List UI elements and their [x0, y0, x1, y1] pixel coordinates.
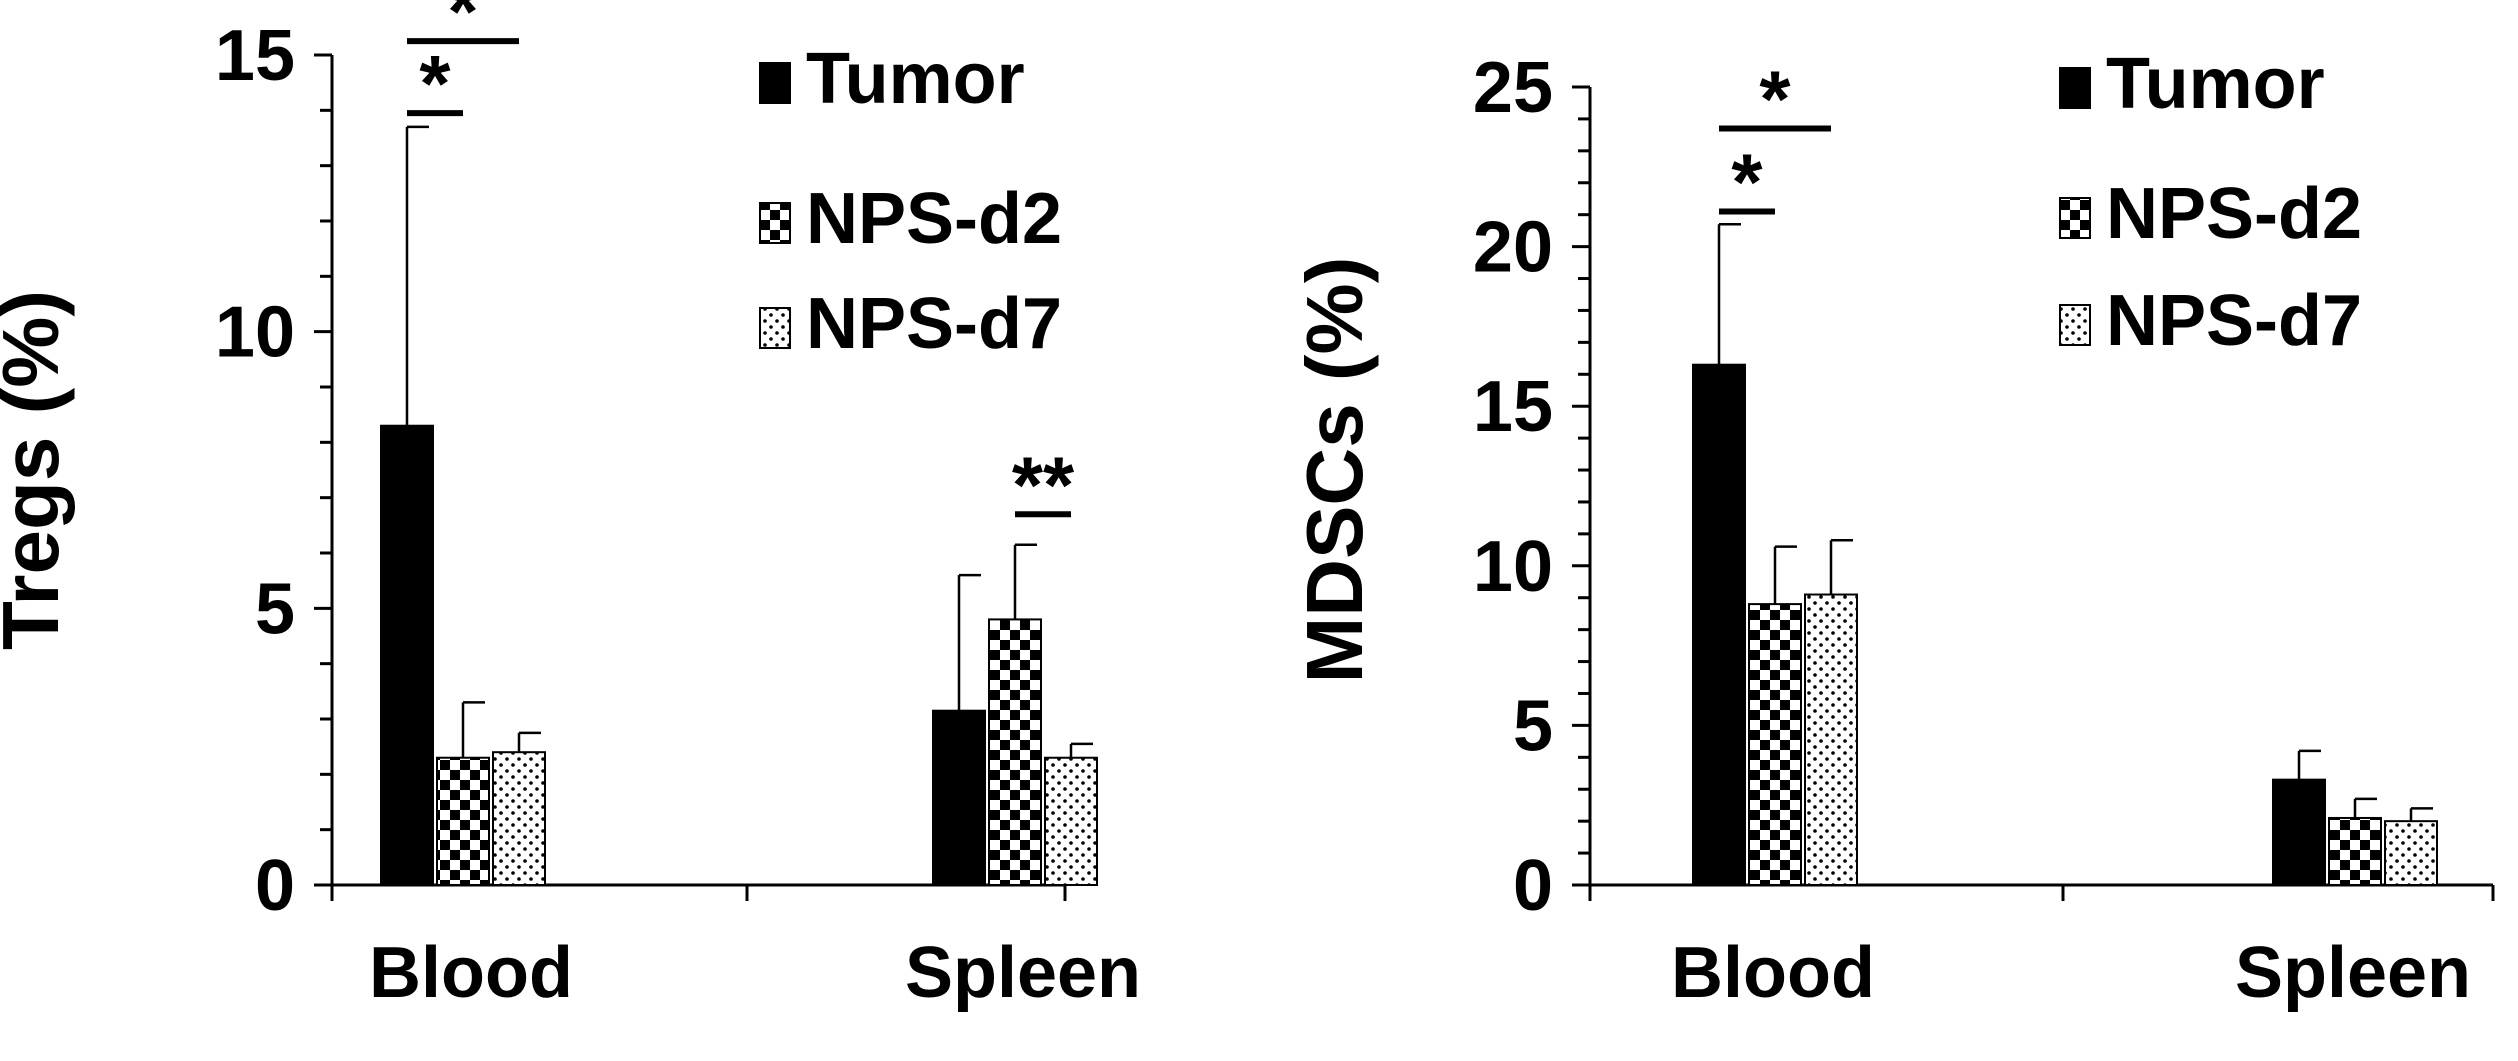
- y-tick-label: 20: [1473, 208, 1553, 288]
- legend-swatch-nps-d7: [759, 307, 791, 349]
- y-tick-label: 5: [1513, 686, 1553, 766]
- y-tick-label: 15: [1473, 367, 1553, 447]
- x-tick-label: Blood: [369, 933, 573, 1013]
- y-tick-label: 15: [215, 16, 295, 96]
- bar-tumor-blood: [1692, 363, 1746, 887]
- bar-nps-d7-blood: [492, 751, 546, 887]
- x-tick-label: Blood: [1671, 933, 1875, 1013]
- significance-label: *: [447, 0, 479, 56]
- legend-swatch-nps-d2: [759, 202, 791, 244]
- bar-nps-d2-blood: [1748, 603, 1802, 886]
- bar-nps-d7-blood: [1804, 593, 1858, 886]
- legend-label-nps-d7: NPS-d7: [806, 284, 1062, 364]
- legend-label-tumor: Tumor: [806, 39, 1025, 119]
- y-axis-label: Tregs (%): [0, 290, 75, 650]
- legend-swatch-nps-d2: [2059, 197, 2091, 239]
- legend-label-nps-d2: NPS-d2: [806, 179, 1062, 259]
- mdscs-chart: 0 5 10 15 20 25 Blood Spleen ** MDSCs (%) Tumor NPS…: [1290, 44, 2495, 1013]
- bar-tumor-spleen: [2272, 778, 2326, 886]
- legend-label-nps-d7: NPS-d7: [2106, 281, 2362, 361]
- significance-label: *: [1731, 137, 1763, 226]
- bar-nps-d7-spleen: [2384, 820, 2438, 886]
- y-tick-label: 0: [255, 846, 295, 926]
- legend-swatch-nps-d7: [2059, 304, 2091, 346]
- bar-nps-d7-spleen: [1044, 756, 1098, 887]
- bar-nps-d2-blood: [436, 756, 490, 887]
- y-tick-label: 0: [1513, 846, 1553, 926]
- y-tick-label: 10: [1473, 527, 1553, 607]
- bar-tumor-spleen: [932, 709, 986, 887]
- significance-label: *: [1759, 54, 1791, 143]
- significance-label: **: [1012, 440, 1075, 529]
- bar-nps-d2-spleen: [988, 618, 1042, 887]
- legend-swatch-tumor: [759, 62, 791, 104]
- bar-tumor-blood: [380, 424, 434, 886]
- bar-nps-d2-spleen: [2328, 816, 2382, 887]
- legend-label-nps-d2: NPS-d2: [2106, 174, 2362, 254]
- y-axis-label: MDSCs (%): [1290, 257, 1379, 684]
- x-tick-label: Spleen: [905, 933, 1141, 1013]
- y-tick-label: 5: [255, 569, 295, 649]
- y-tick-label: 25: [1473, 48, 1553, 128]
- legend-swatch-tumor: [2059, 67, 2091, 109]
- significance-label: *: [419, 39, 451, 128]
- y-tick-label: 10: [215, 293, 295, 373]
- x-tick-label: Spleen: [2235, 933, 2471, 1013]
- legend-label-tumor: Tumor: [2106, 44, 2325, 124]
